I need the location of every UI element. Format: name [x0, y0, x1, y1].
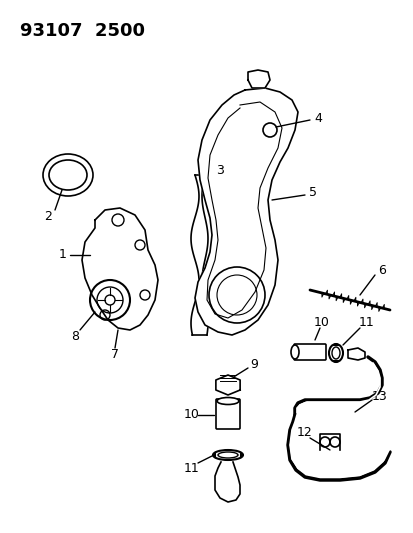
- Text: 3: 3: [216, 165, 223, 177]
- Text: 13: 13: [371, 390, 387, 402]
- Polygon shape: [347, 348, 364, 360]
- Ellipse shape: [216, 398, 238, 405]
- Text: 11: 11: [358, 317, 374, 329]
- Text: 12: 12: [297, 426, 312, 440]
- Text: 93107  2500: 93107 2500: [20, 22, 145, 40]
- Polygon shape: [215, 375, 240, 395]
- Text: 6: 6: [377, 263, 385, 277]
- Polygon shape: [82, 208, 158, 330]
- Ellipse shape: [290, 345, 298, 359]
- Polygon shape: [195, 88, 297, 335]
- Text: 2: 2: [44, 211, 52, 223]
- Text: 8: 8: [71, 330, 79, 343]
- Text: 1: 1: [59, 248, 67, 262]
- Text: 11: 11: [184, 462, 199, 474]
- Polygon shape: [247, 70, 269, 88]
- Text: 4: 4: [313, 111, 321, 125]
- Text: 9: 9: [249, 358, 257, 370]
- Text: 10: 10: [313, 317, 329, 329]
- Text: 10: 10: [184, 408, 199, 422]
- Text: 5: 5: [308, 187, 316, 199]
- Text: 7: 7: [111, 349, 119, 361]
